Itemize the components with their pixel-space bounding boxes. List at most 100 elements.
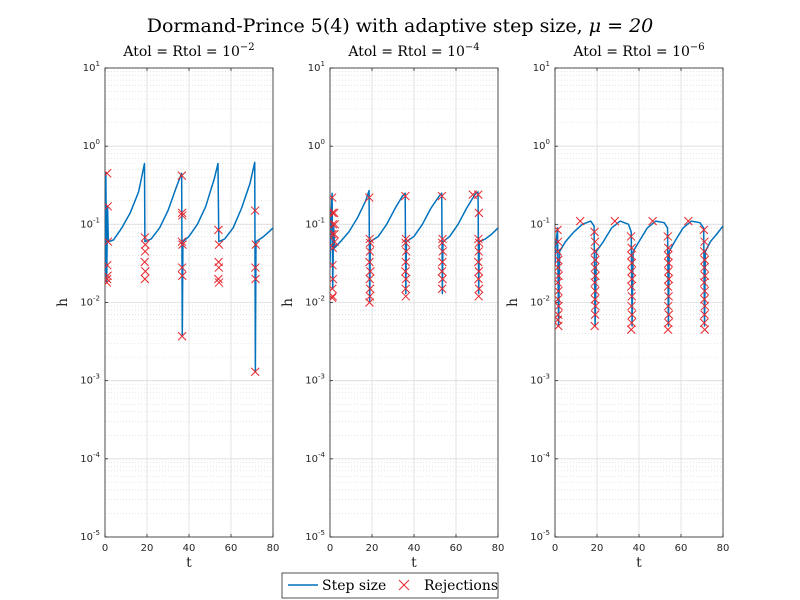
panel-title: Atol = Rtol = 10−4 bbox=[347, 42, 479, 60]
rejection-marker bbox=[214, 274, 223, 284]
rejection-marker bbox=[364, 193, 374, 202]
rejection-marker bbox=[105, 260, 112, 270]
legend-step-label: Step size bbox=[322, 578, 386, 594]
step-size-line bbox=[330, 189, 498, 304]
rejection-marker bbox=[700, 310, 709, 319]
y-tick-label: 10-2 bbox=[80, 295, 100, 309]
rejection-marker bbox=[105, 278, 112, 287]
rejection-marker bbox=[590, 237, 600, 247]
rejection-marker bbox=[474, 234, 483, 244]
rejection-marker bbox=[365, 267, 375, 276]
y-tick-label: 10-3 bbox=[530, 373, 550, 387]
rejection-marker bbox=[555, 301, 563, 311]
rejection-marker bbox=[700, 255, 710, 265]
y-axis-label: h bbox=[280, 298, 296, 307]
rejection-marker bbox=[177, 211, 187, 220]
figure-title: Dormand-Prince 5(4) with adaptive step s… bbox=[147, 15, 654, 37]
rejection-marker bbox=[474, 274, 483, 284]
rejection-marker bbox=[214, 278, 224, 287]
x-tick-label: 40 bbox=[633, 543, 646, 554]
legend-reject-label: Rejections bbox=[424, 578, 498, 594]
rejection-marker bbox=[555, 237, 563, 247]
rejection-marker bbox=[664, 243, 673, 253]
rejection-marker bbox=[663, 232, 673, 241]
rejection-marker bbox=[140, 233, 150, 242]
rejection-marker bbox=[590, 247, 600, 256]
rejection-marker bbox=[590, 286, 600, 296]
rejection-marker bbox=[663, 301, 673, 311]
rejection-marker bbox=[473, 257, 483, 267]
rejection-marker bbox=[474, 284, 484, 294]
panel-3: 0 20 40 60 80 101 100 10-1 10-2 10-3 10-4 10-5 Atol … bbox=[505, 42, 729, 571]
rejection-marker bbox=[401, 238, 410, 248]
rejection-marker bbox=[626, 232, 636, 241]
rejection-marker bbox=[627, 258, 637, 268]
rejection-marker bbox=[627, 243, 637, 253]
rejection-marker bbox=[555, 247, 563, 256]
rejection-marker bbox=[140, 274, 150, 284]
rejection-marker bbox=[699, 263, 709, 272]
rejection-marker bbox=[140, 267, 150, 276]
rejection-marker bbox=[627, 301, 636, 311]
x-axis-label: t bbox=[636, 555, 642, 571]
x-tick-label: 40 bbox=[183, 543, 196, 554]
legend: Step size Rejections bbox=[281, 572, 499, 599]
rejection-marker bbox=[700, 286, 710, 296]
rejection-marker bbox=[401, 291, 411, 301]
rejection-marker bbox=[627, 318, 637, 328]
rejection-marker bbox=[555, 225, 562, 235]
rejection-marker bbox=[610, 216, 620, 226]
rejection-marker bbox=[177, 263, 187, 272]
y-tick-label: 10-4 bbox=[305, 451, 325, 465]
rejection-marker bbox=[663, 282, 673, 291]
y-tick-label: 10-2 bbox=[530, 295, 550, 309]
rejection-marker bbox=[330, 291, 338, 301]
rejection-marker bbox=[627, 291, 637, 301]
rejection-marker bbox=[664, 274, 674, 284]
rejection-marker bbox=[365, 274, 375, 284]
rejection-marker bbox=[140, 240, 150, 249]
rejection-marker bbox=[555, 321, 563, 331]
rejection-marker bbox=[105, 168, 112, 178]
y-tick-label: 10-4 bbox=[80, 451, 100, 465]
rejection-marker bbox=[555, 255, 563, 265]
y-tick-label: 100 bbox=[83, 138, 100, 152]
rejection-marker bbox=[663, 251, 673, 260]
rejection-marker bbox=[575, 216, 585, 226]
rejection-marker bbox=[699, 318, 709, 328]
rejection-marker bbox=[700, 325, 710, 334]
rejection-marker bbox=[664, 291, 673, 301]
rejection-marker bbox=[177, 271, 187, 281]
step-size-line bbox=[555, 220, 723, 327]
rejection-marker bbox=[474, 267, 484, 276]
x-tick-label: 80 bbox=[492, 543, 505, 554]
rejection-marker bbox=[251, 240, 261, 249]
rejection-marker bbox=[330, 243, 338, 253]
rejection-marker bbox=[683, 216, 693, 226]
rejection-marker bbox=[365, 284, 375, 294]
rejection-marker bbox=[699, 225, 709, 235]
rejection-marker bbox=[474, 247, 484, 256]
x-tick-label: 20 bbox=[141, 543, 154, 554]
y-tick-label: 10-3 bbox=[80, 373, 100, 387]
rejection-marker bbox=[401, 257, 411, 267]
rejection-marker bbox=[591, 301, 600, 311]
rejection-marker bbox=[401, 284, 410, 294]
rejection-marker bbox=[627, 267, 636, 276]
rejection-marker bbox=[251, 263, 260, 272]
rejection-marker bbox=[590, 278, 600, 287]
rejection-marker bbox=[438, 274, 447, 284]
y-tick-label: 10-5 bbox=[80, 529, 100, 543]
rejection-marker bbox=[177, 208, 187, 218]
legend-reject-marker bbox=[398, 579, 410, 591]
rejection-marker bbox=[699, 247, 709, 256]
rejection-marker bbox=[664, 310, 674, 319]
rejection-marker bbox=[177, 171, 187, 180]
rejection-marker bbox=[437, 257, 447, 267]
rejection-marker bbox=[627, 310, 637, 319]
rejection-marker bbox=[251, 274, 260, 284]
x-tick-label: 20 bbox=[591, 543, 604, 554]
x-tick-label: 80 bbox=[717, 543, 730, 554]
rejection-marker bbox=[330, 229, 337, 239]
